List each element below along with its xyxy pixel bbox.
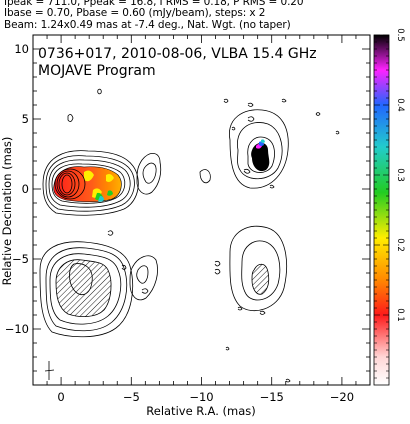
header-line-1: Ipeak = 711.0, Ppeak = 16.8, I RMS = 0.1…	[4, 0, 304, 8]
colorbar-tick-label: 0.5	[395, 28, 405, 42]
core-colored-spot-1	[84, 170, 94, 182]
core-polarization-lower	[39, 241, 158, 338]
colorbar: 0.1 0.2 0.3 0.4 0.5	[373, 28, 405, 386]
y-tick-label: 5	[22, 112, 29, 126]
plot-area: 0 −5 −10 −15 −20 10 5 0 −5 −10	[5, 34, 371, 404]
knot-polarization-fill	[251, 142, 270, 172]
northern-knot	[223, 98, 340, 189]
x-tick-label: −20	[330, 390, 354, 404]
knot-cyan-spot	[261, 139, 265, 143]
core-component	[42, 88, 211, 236]
lower-contours	[39, 241, 158, 338]
colorbar-tick-label: 0.4	[395, 98, 405, 112]
colorbar-ticks: 0.1 0.2 0.3 0.4 0.5	[374, 28, 405, 379]
header-line-2: Ibase = 0.70, Pbase = 0.60 (mJy/beam), s…	[4, 7, 266, 19]
plot-frame	[32, 34, 371, 386]
y-tick-label: −10	[5, 322, 29, 336]
knot-lower-contours	[214, 226, 291, 383]
header-line-3: Beam: 1.24x0.49 mas at -7.4 deg., Nat. W…	[4, 19, 291, 31]
x-axis-title: Relative R.A. (mas)	[146, 404, 255, 418]
x-tick-label: −10	[189, 390, 213, 404]
x-tick-label: −15	[260, 390, 284, 404]
core-polarization-fill	[53, 166, 122, 203]
colorbar-tick-label: 0.1	[395, 308, 405, 322]
core-colored-spot-5	[106, 174, 114, 182]
core-colored-spot-4	[98, 196, 104, 202]
y-tick-label: −5	[12, 252, 29, 266]
x-tick-label: −5	[123, 390, 140, 404]
map-content: 0736+017, 2010-08-06, VLBA 15.4 GHz MOJA…	[38, 46, 340, 383]
core-colored-spot-6	[107, 190, 113, 196]
beam-marker	[44, 361, 55, 380]
y-tick-label: 10	[14, 42, 29, 56]
program-name: MOJAVE Program	[38, 63, 156, 79]
source-title: 0736+017, 2010-08-06, VLBA 15.4 GHz	[38, 46, 317, 62]
axis-ticks: 0 −5 −10 −15 −20 10 5 0 −5 −10	[5, 34, 371, 404]
northern-knot-lower	[214, 226, 291, 383]
y-tick-label: 0	[22, 182, 29, 196]
knot-contours	[223, 98, 340, 189]
core-hatched-area	[56, 259, 112, 317]
x-tick-label: 0	[57, 390, 64, 404]
colorbar-tick-label: 0.2	[395, 238, 405, 252]
knot-hatched-area	[252, 264, 269, 295]
core-contours	[42, 88, 211, 236]
colorbar-tick-label: 0.3	[395, 168, 405, 182]
y-axis-title: Relative Decination (mas)	[0, 137, 14, 286]
